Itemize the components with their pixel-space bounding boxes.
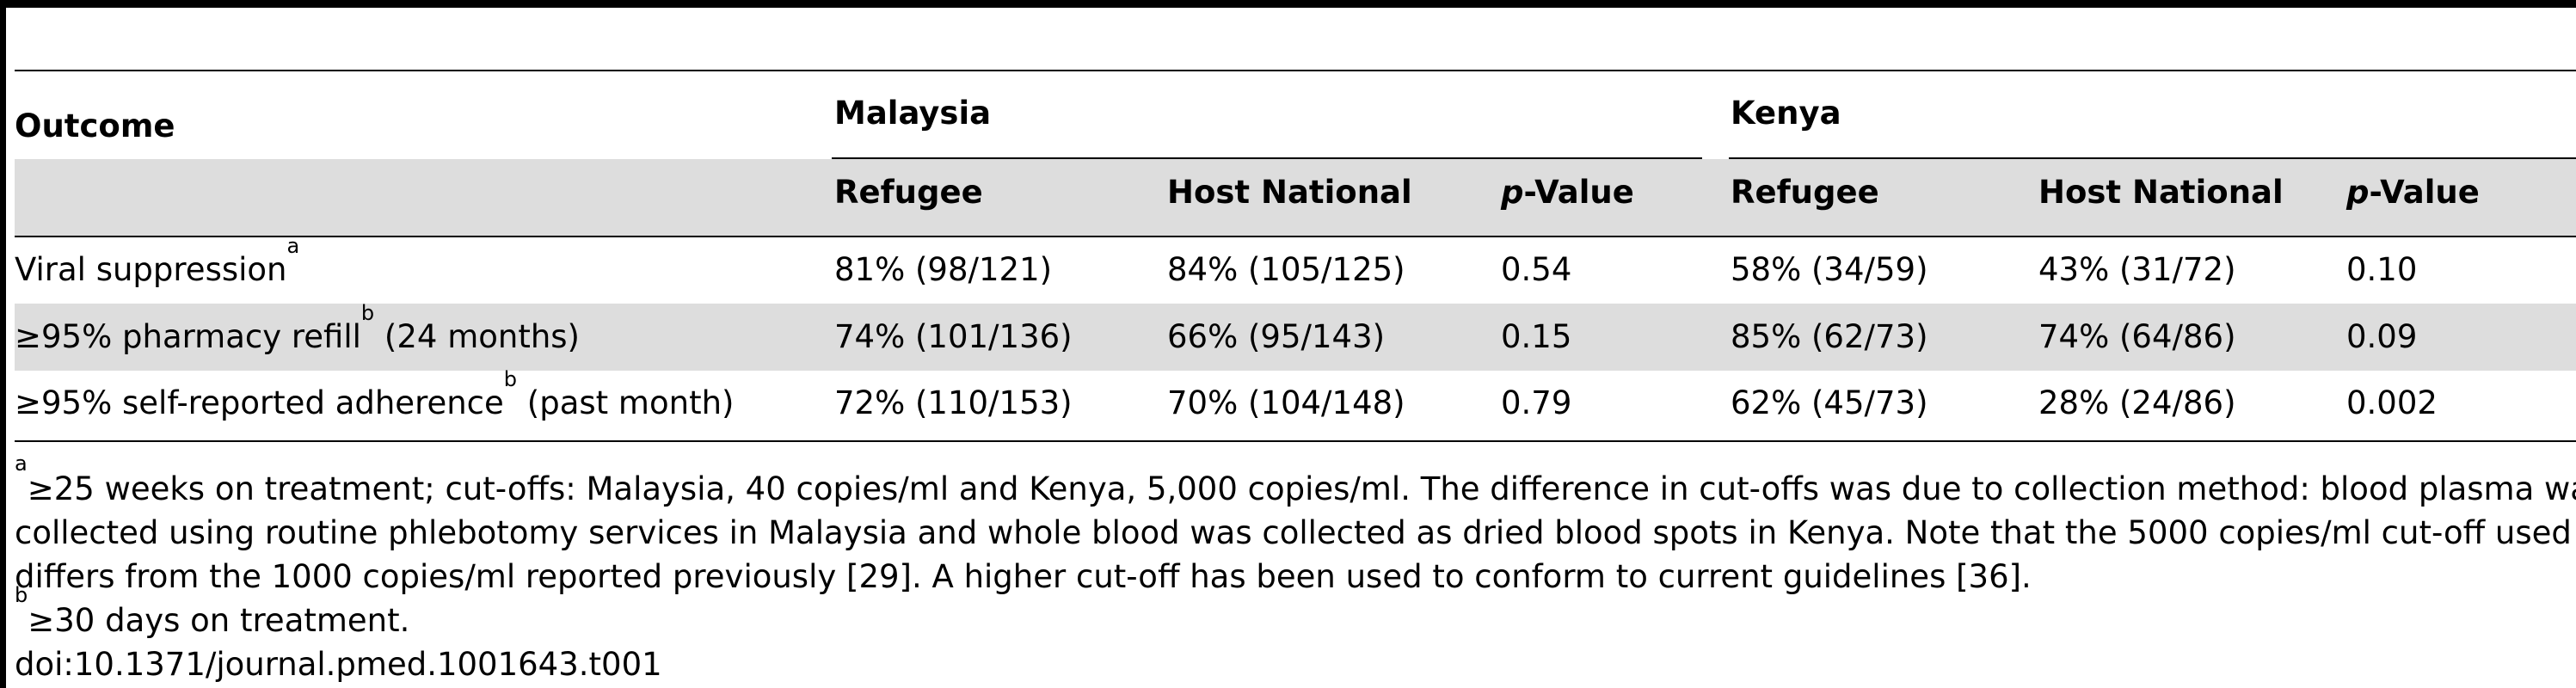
row-2-ke-host: 74% (64/86)	[2038, 318, 2236, 355]
subheader-band	[15, 159, 2576, 236]
left-border	[0, 0, 6, 688]
header-bottom-rule	[15, 236, 2576, 237]
row-1-my-host: 84% (105/125)	[1167, 251, 1405, 288]
row-3-outcome: ≥95% self-reported adherenceb (past mont…	[15, 367, 735, 421]
row-2-my-refugee: 74% (101/136)	[834, 318, 1073, 355]
doi-link[interactable]: doi:10.1371/journal.pmed.1001643.t001	[15, 646, 662, 683]
row-3-ke-p: 0.002	[2346, 384, 2438, 421]
malaysia-host-header: Host National	[1167, 174, 1412, 211]
row-2-ke-p: 0.09	[2346, 318, 2418, 355]
row-3-ke-host: 28% (24/86)	[2038, 384, 2236, 421]
footnote-a-line-2: collected using routine phlebotomy servi…	[15, 514, 2576, 551]
malaysia-refugee-header: Refugee	[834, 174, 983, 211]
kenya-group-rule	[1729, 157, 2576, 159]
row-2-ke-refugee: 85% (62/73)	[1731, 318, 1928, 355]
row-3-ke-refugee: 62% (45/73)	[1731, 384, 1928, 421]
kenya-refugee-header: Refugee	[1731, 174, 1879, 211]
row-3-my-p: 0.79	[1501, 384, 1572, 421]
table-top-rule	[15, 70, 2576, 71]
footnote-a-line-3: differs from the 1000 copies/ml reported…	[15, 558, 2032, 595]
top-border	[0, 0, 2576, 8]
outcome-header: Outcome	[15, 108, 175, 144]
footnote-b: b≥30 days on treatment.	[15, 583, 410, 639]
row-2-my-p: 0.15	[1501, 318, 1572, 355]
row-1-my-p: 0.54	[1501, 251, 1572, 288]
kenya-host-header: Host National	[2038, 174, 2284, 211]
kenya-pvalue-header: p-Value	[2346, 174, 2480, 211]
row-1-ke-host: 43% (31/72)	[2038, 251, 2236, 288]
table-bottom-rule	[15, 440, 2576, 442]
kenya-header: Kenya	[1731, 95, 1841, 132]
row-1-outcome: Viral suppressiona	[15, 234, 300, 288]
malaysia-group-rule	[832, 157, 1702, 159]
row-band-2	[15, 304, 2576, 371]
footnote-a-line-1: a≥25 weeks on treatment; cut-offs: Malay…	[15, 452, 2576, 507]
malaysia-header: Malaysia	[834, 95, 992, 132]
row-3-my-refugee: 72% (110/153)	[834, 384, 1073, 421]
malaysia-pvalue-header: p-Value	[1501, 174, 1634, 211]
row-3-my-host: 70% (104/148)	[1167, 384, 1405, 421]
row-1-my-refugee: 81% (98/121)	[834, 251, 1053, 288]
row-1-ke-refugee: 58% (34/59)	[1731, 251, 1928, 288]
row-2-my-host: 66% (95/143)	[1167, 318, 1386, 355]
row-1-ke-p: 0.10	[2346, 251, 2418, 288]
row-2-outcome: ≥95% pharmacy refillb (24 months)	[15, 301, 580, 355]
